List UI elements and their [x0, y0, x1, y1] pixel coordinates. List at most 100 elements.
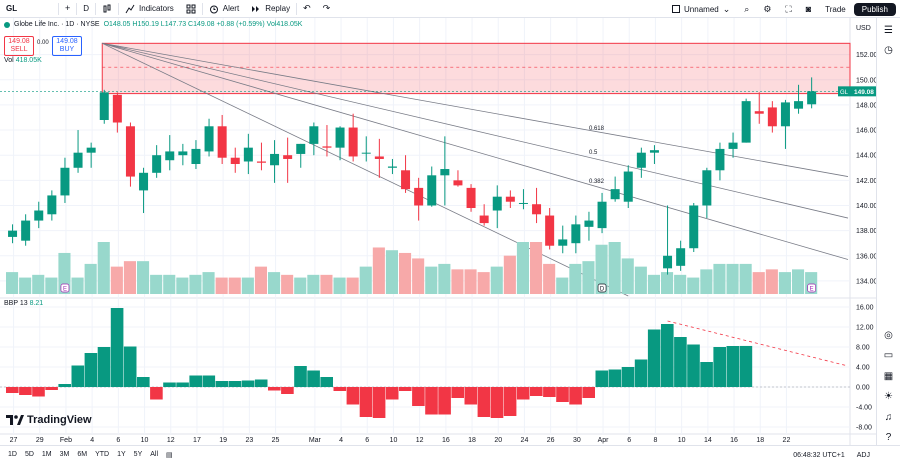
legend-ohlc: O148.05 H150.19 L147.73 C149.08 +0.88 (+…	[103, 21, 303, 28]
volume-bar	[372, 247, 385, 294]
bbp-bar-positive	[123, 346, 137, 387]
chat-button[interactable]: ▭	[881, 349, 897, 364]
watchlist-button[interactable]: ☰	[881, 23, 897, 38]
event-marker-e[interactable]: E	[60, 283, 70, 293]
volume-bar	[123, 261, 136, 294]
candle-up	[152, 155, 162, 173]
indicators-icon	[125, 4, 135, 13]
bbp-legend-value: 8.21	[29, 300, 44, 307]
bbp-bar-negative	[281, 387, 294, 394]
range-button-6m[interactable]: 6M	[77, 451, 88, 458]
chart-type-button[interactable]	[96, 0, 118, 18]
volume-bar	[595, 244, 608, 294]
date-range-button[interactable]: ▤	[162, 451, 177, 459]
candle-up	[139, 172, 149, 191]
bbp-bar-negative	[333, 387, 347, 391]
volume-bar	[674, 274, 687, 294]
redo-button[interactable]: ↷	[317, 0, 337, 18]
volume-bar	[503, 255, 516, 294]
indicators-button[interactable]: Indicators	[119, 0, 180, 18]
alerts-button[interactable]: ◷	[881, 44, 897, 59]
bbp-bar-positive	[137, 377, 150, 387]
layouts-button[interactable]	[180, 0, 202, 18]
bbp-bar-negative	[582, 387, 595, 398]
bbp-bar-negative	[530, 387, 543, 396]
volume-bar	[490, 266, 503, 294]
chevron-down-icon: ⌄	[722, 3, 731, 14]
volume-bar	[713, 263, 726, 294]
time-tick-label: 22	[783, 437, 791, 444]
replay-button[interactable]: Replay	[245, 0, 296, 18]
volume-bar	[556, 277, 569, 294]
adj-toggle[interactable]: ADJ	[856, 451, 870, 459]
range-button-1y[interactable]: 1Y	[117, 451, 126, 458]
help-button[interactable]: ?	[881, 431, 897, 446]
trade-button[interactable]: Trade	[819, 0, 852, 18]
bbp-bar-positive	[700, 362, 713, 387]
calendar-button[interactable]: ▦	[881, 369, 897, 384]
sell-button[interactable]: 149.08 SELL	[4, 36, 34, 56]
time-tick-label: 23	[245, 437, 253, 444]
bbp-tick-label: -4.00	[856, 405, 872, 412]
alert-button[interactable]: Alert	[203, 0, 245, 18]
price-tick-label: 140.00	[856, 203, 876, 210]
publish-button[interactable]: Publish	[853, 2, 896, 16]
layout-menu[interactable]: Unnamed ⌄	[666, 0, 736, 18]
fib-level-label: 0.618	[589, 126, 605, 132]
range-button-3m[interactable]: 3M	[59, 451, 70, 458]
event-marker-e[interactable]: E	[807, 283, 817, 293]
compare-symbol-button[interactable]: +	[59, 0, 76, 18]
fib-level-label: 0.5	[589, 150, 598, 156]
volume-bar	[189, 274, 202, 294]
symbol-search[interactable]: GL	[0, 0, 58, 18]
range-button-1m[interactable]: 1M	[41, 451, 52, 458]
toolbar-divider	[76, 2, 78, 15]
bbp-bar-negative	[477, 387, 491, 417]
range-button-1d[interactable]: 1D	[8, 451, 17, 458]
clock-readout[interactable]: 06:48:32 UTC+1	[793, 451, 845, 459]
bbp-bar-positive	[608, 369, 622, 387]
candle-down	[125, 126, 135, 177]
time-tick-label: 30	[573, 437, 581, 444]
notifications-button[interactable]: ♫	[881, 410, 897, 425]
time-tick-label: 19	[219, 437, 227, 444]
candle-up	[676, 248, 686, 266]
interval-button[interactable]: D	[77, 0, 95, 18]
top-toolbar: GL + D Indicators Alert Replay ↶ ↷ Unnam…	[0, 0, 900, 18]
candle-up	[99, 92, 109, 120]
range-button-5y[interactable]: 5Y	[133, 451, 143, 458]
buy-button[interactable]: 149.08 BUY	[52, 36, 82, 56]
candle-down	[414, 187, 424, 206]
bbp-legend-name: BBP 13	[4, 300, 28, 307]
quick-search-button[interactable]: ⌕	[738, 0, 755, 18]
bbp-bar-negative	[19, 387, 32, 395]
candle-up	[518, 202, 528, 204]
volume-bar	[6, 272, 19, 294]
data-window-button[interactable]: ◎	[881, 328, 897, 343]
bbp-bar-positive	[634, 359, 648, 387]
tradingview-logo-icon	[6, 415, 24, 425]
settings-button[interactable]: ⚙	[757, 0, 777, 18]
volume-bar	[726, 263, 739, 294]
range-button-ytd[interactable]: YTD	[95, 451, 110, 458]
bbp-bar-negative	[45, 387, 58, 390]
bbp-bar-negative	[359, 387, 373, 417]
snapshot-button[interactable]: ◙	[800, 0, 817, 18]
bulb-icon: ☀	[884, 391, 893, 403]
fullscreen-button[interactable]: ⛶	[779, 0, 797, 18]
event-marker-d[interactable]: D	[597, 283, 607, 293]
range-buttons: 1D 5D 1M 3M 6M YTD 1Y 5Y All	[4, 451, 162, 458]
range-button-5d[interactable]: 5D	[24, 451, 34, 458]
range-button-all[interactable]: All	[150, 451, 159, 458]
volume-bar	[241, 277, 254, 294]
ideas-button[interactable]: ☀	[881, 390, 897, 405]
bell-icon: ♫	[884, 411, 893, 423]
volume-bar	[228, 277, 241, 294]
candle-up	[21, 220, 31, 241]
volume-bar	[333, 277, 346, 294]
bbp-bar-positive	[294, 366, 307, 387]
undo-button[interactable]: ↶	[297, 0, 317, 18]
volume-bar	[530, 242, 543, 294]
price-tick-label: 148.00	[856, 102, 876, 109]
